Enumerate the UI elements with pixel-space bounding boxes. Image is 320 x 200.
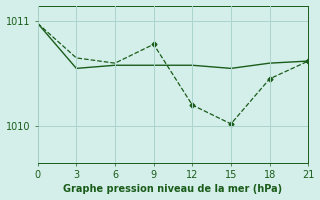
X-axis label: Graphe pression niveau de la mer (hPa): Graphe pression niveau de la mer (hPa): [63, 184, 283, 194]
